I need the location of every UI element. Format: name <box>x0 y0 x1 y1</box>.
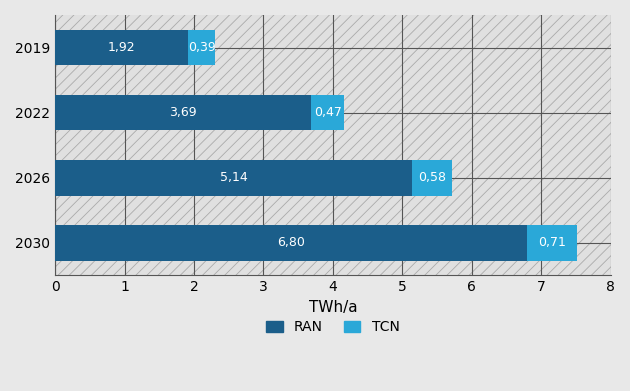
Bar <box>55 160 412 196</box>
Legend: RAN, TCN: RAN, TCN <box>260 313 406 341</box>
Bar <box>55 95 311 131</box>
Text: 0,47: 0,47 <box>314 106 341 119</box>
X-axis label: TWh/a: TWh/a <box>309 300 357 315</box>
Bar <box>311 95 344 131</box>
Text: 0,58: 0,58 <box>418 171 446 184</box>
Bar <box>55 30 188 65</box>
Bar <box>55 225 527 260</box>
Text: 5,14: 5,14 <box>220 171 248 184</box>
Bar <box>188 30 215 65</box>
Text: 0,71: 0,71 <box>538 236 566 249</box>
Bar <box>412 160 452 196</box>
Text: 3,69: 3,69 <box>169 106 197 119</box>
Text: 1,92: 1,92 <box>108 41 135 54</box>
Bar <box>527 225 576 260</box>
Text: 6,80: 6,80 <box>277 236 305 249</box>
Text: 0,39: 0,39 <box>188 41 216 54</box>
